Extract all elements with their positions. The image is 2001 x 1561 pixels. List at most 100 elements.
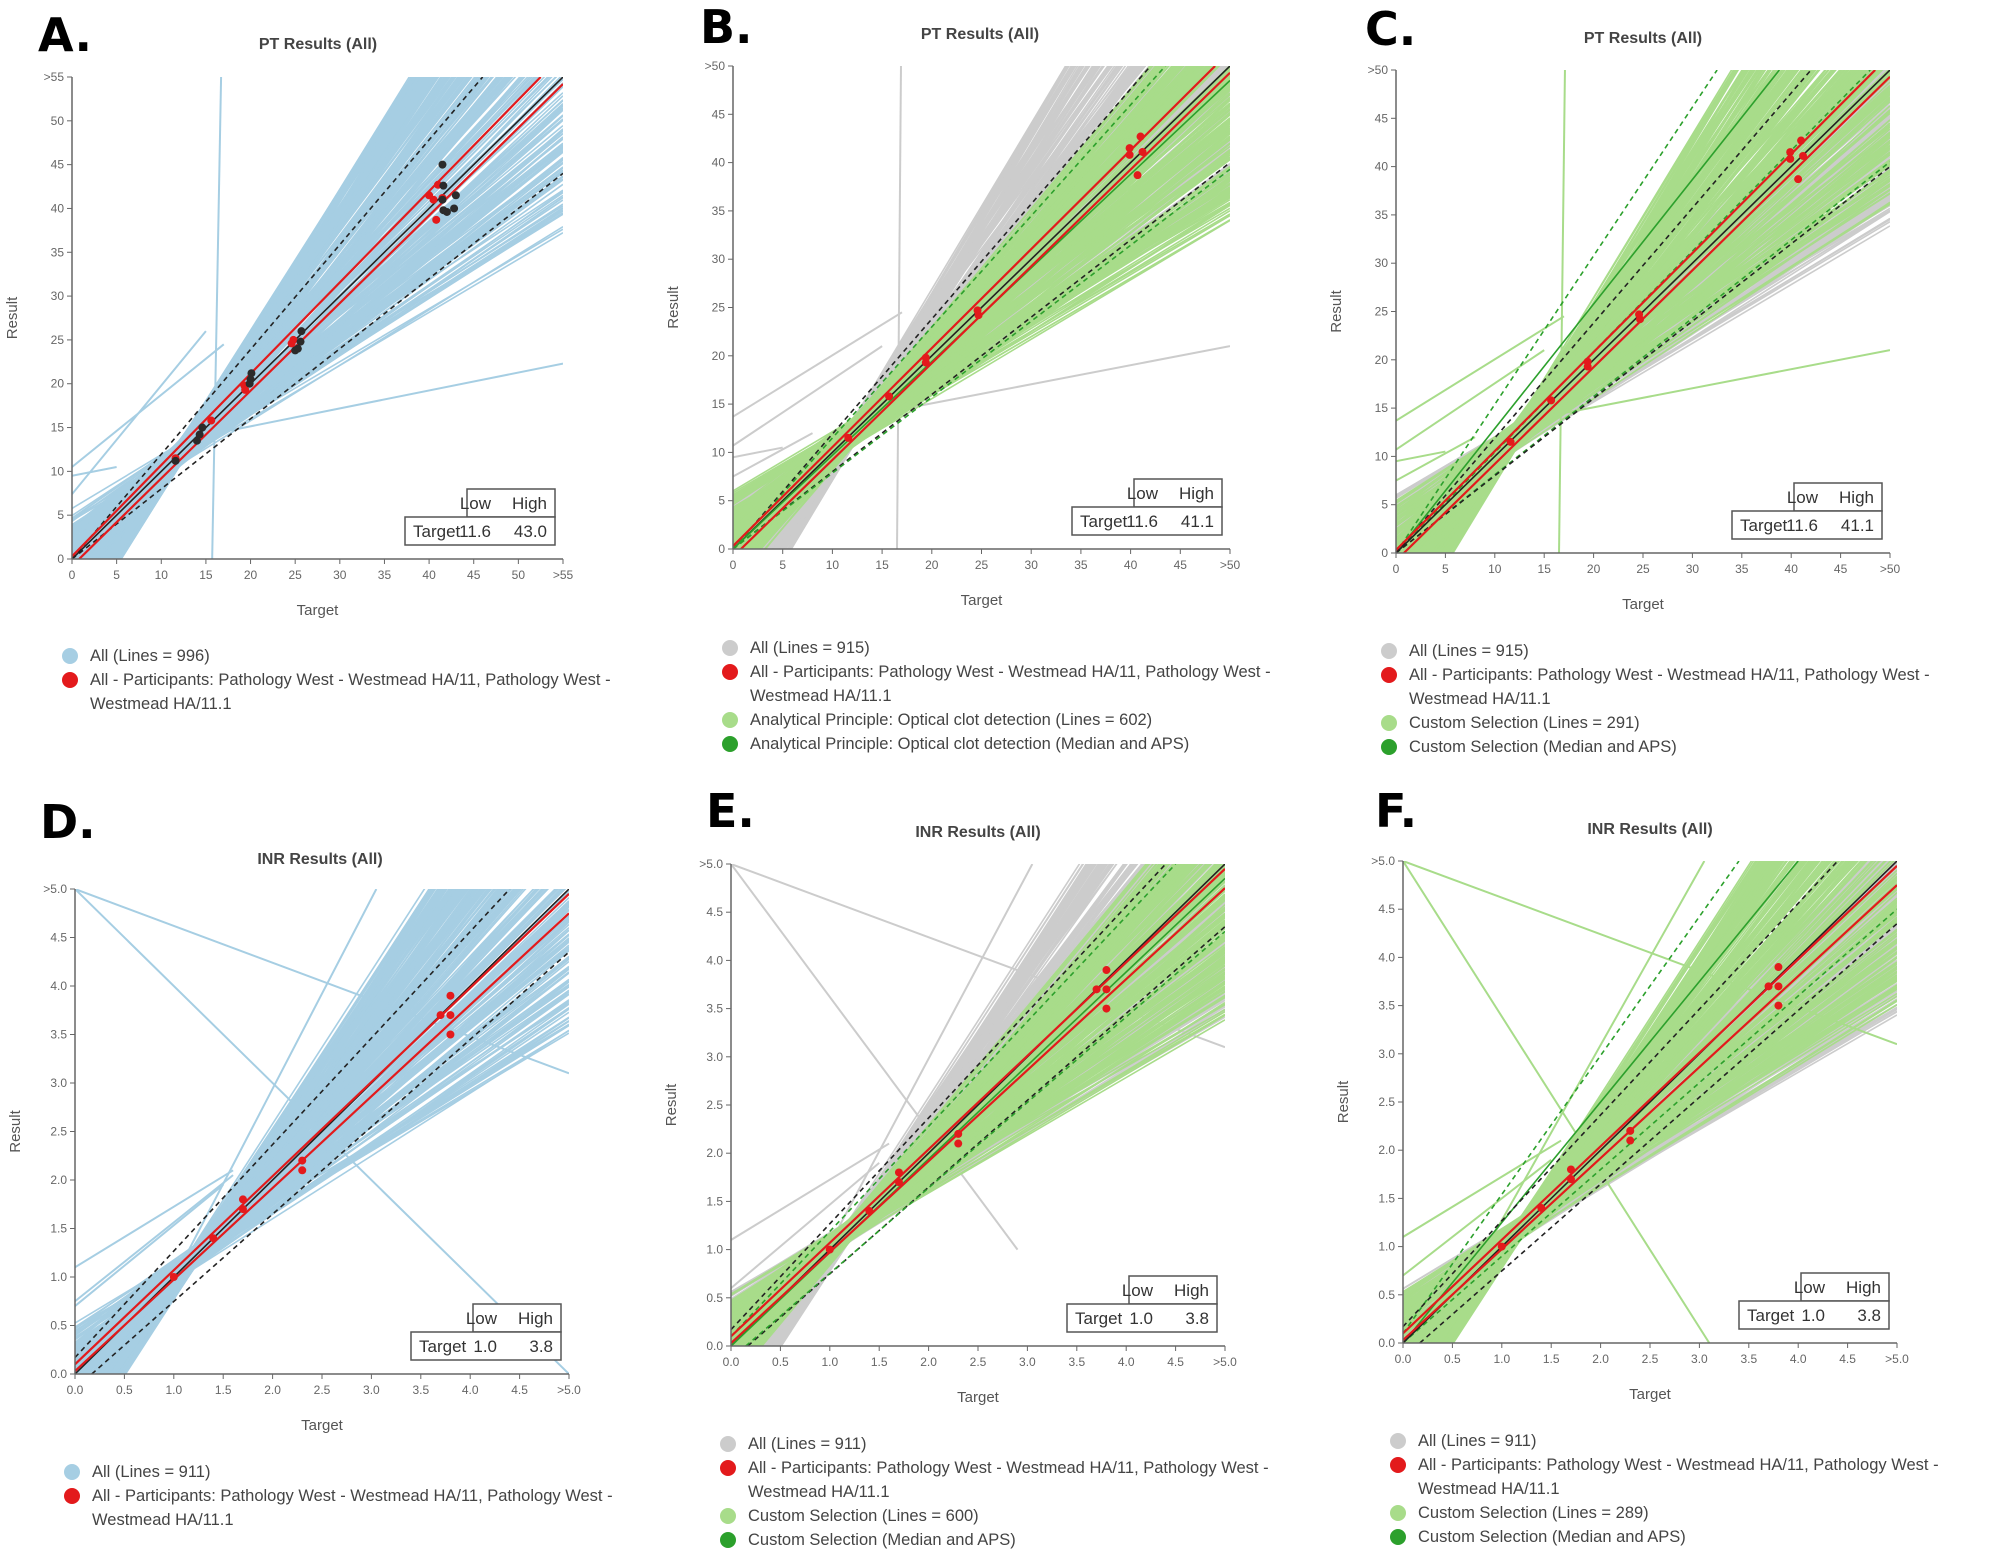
data-point (436, 1011, 445, 1020)
legend-item[interactable]: All (Lines = 996) (62, 644, 665, 668)
chart-title: INR Results (All) (1587, 821, 1712, 838)
participant-fit-line (75, 912, 569, 1372)
outlier-line (731, 1162, 880, 1289)
median-line (1396, 70, 1780, 553)
aps-upper-line (731, 864, 1177, 1337)
data-point (885, 392, 894, 401)
median-line (1396, 70, 1890, 553)
fan-line (1396, 180, 1890, 530)
legend-swatch-icon (1390, 1505, 1406, 1521)
y-tick-label: 3.5 (1378, 999, 1395, 1013)
legend-item[interactable]: All - Participants: Pathology West - Wes… (1381, 663, 1984, 711)
y-tick-label: 1.5 (706, 1194, 723, 1208)
data-point (429, 195, 438, 204)
aps-lower-line (745, 930, 1225, 1346)
fan-line (85, 889, 497, 1374)
target-range-table: Low High Target 1.0 3.8 (410, 1303, 562, 1361)
fan-line (1396, 188, 1890, 507)
y-tick-label: 45 (712, 107, 726, 121)
y-axis-label: Result (663, 1083, 680, 1126)
fan-line (756, 66, 1158, 549)
fan-line (1396, 132, 1890, 516)
target-table-high: 43.0 (514, 522, 547, 541)
outlier-line (72, 343, 225, 468)
x-tick-label: 2.0 (920, 1355, 937, 1369)
x-tick-label: 35 (1735, 562, 1749, 576)
fan-line (790, 66, 1084, 549)
aps-lower-line (1403, 908, 1897, 1343)
target-table-row-label: Target (1740, 516, 1788, 535)
legend-item[interactable]: All (Lines = 915) (722, 636, 1325, 660)
legend-item[interactable]: Analytical Principle: Optical clot detec… (722, 708, 1325, 732)
y-tick-label: >55 (44, 70, 65, 84)
legend-label: Custom Selection (Median and APS) (1409, 738, 1677, 756)
x-tick-label: 0.5 (772, 1355, 789, 1369)
x-tick-label: 30 (1686, 562, 1700, 576)
median-line (1403, 861, 1799, 1343)
outlier-line (72, 466, 117, 477)
legend-item[interactable]: All (Lines = 911) (1390, 1429, 1993, 1453)
legend-item[interactable]: All - Participants: Pathology West - Wes… (720, 1456, 1323, 1504)
x-tick-label: 0.0 (1395, 1352, 1412, 1366)
x-tick-label: 1.5 (215, 1383, 232, 1397)
x-tick-label: 40 (422, 568, 436, 582)
legend-item[interactable]: All - Participants: Pathology West - Wes… (64, 1484, 667, 1532)
fan-line (786, 66, 1090, 549)
legend-item[interactable]: All - Participants: Pathology West - Wes… (62, 668, 665, 716)
legend-item[interactable]: All (Lines = 911) (720, 1432, 1323, 1456)
aps-lower-line (733, 161, 1230, 549)
y-tick-label: 0.5 (706, 1291, 723, 1305)
fan-line (776, 864, 1093, 1346)
legend-label: Custom Selection (Median and APS) (1418, 1528, 1686, 1546)
chart-panel: INR Results (All) 0.0 0.5 1.0 1.5 2.0 2.5 3.0 3.… (1335, 821, 1909, 1403)
y-tick-label: 20 (712, 349, 726, 363)
legend-item[interactable]: Custom Selection (Lines = 291) (1381, 711, 1984, 735)
chart-legend: All (Lines = 915) All - Participants: Pat… (722, 636, 1325, 756)
target-table-header-low: Low (460, 494, 492, 513)
legend-item[interactable]: All (Lines = 911) (64, 1460, 667, 1484)
x-tick-label: 4.5 (1167, 1355, 1184, 1369)
aps-upper-line (75, 889, 511, 1359)
y-tick-label: 25 (51, 333, 65, 347)
fan-line (1403, 965, 1897, 1302)
aps-upper-line (733, 66, 1152, 549)
legend-item[interactable]: Custom Selection (Median and APS) (1381, 735, 1984, 759)
y-tick-label: 25 (712, 301, 726, 315)
data-point (298, 1166, 307, 1175)
fan-line (1439, 861, 1753, 1343)
data-point (894, 1178, 903, 1187)
legend-item[interactable]: All (Lines = 915) (1381, 639, 1984, 663)
x-tick-label: >50 (1220, 558, 1241, 572)
y-tick-label: 30 (712, 252, 726, 266)
legend-item[interactable]: All - Participants: Pathology West - Wes… (1390, 1453, 1993, 1501)
y-tick-label: 45 (51, 158, 65, 172)
outlier-line (731, 864, 1225, 1049)
target-table-header-low: Low (1794, 1278, 1826, 1297)
x-axis-label: Target (961, 592, 1004, 609)
fan-line (733, 174, 1230, 513)
outlier-line (733, 432, 813, 478)
legend-item[interactable]: Custom Selection (Lines = 600) (720, 1504, 1323, 1528)
x-tick-label: 1.5 (1543, 1352, 1560, 1366)
plot-area (1396, 70, 1890, 553)
fan-line (72, 172, 563, 522)
y-tick-label: 50 (51, 114, 65, 128)
legend-label: All (Lines = 996) (90, 647, 210, 665)
legend-swatch-icon (720, 1508, 736, 1524)
data-point (1794, 175, 1803, 184)
legend-item[interactable]: All - Participants: Pathology West - Wes… (722, 660, 1325, 708)
legend-item[interactable]: Custom Selection (Lines = 289) (1390, 1501, 1993, 1525)
legend-label: Custom Selection (Lines = 600) (748, 1507, 979, 1525)
target-table-header-high: High (1179, 484, 1214, 503)
data-point (450, 204, 459, 213)
data-point (1636, 315, 1645, 324)
y-axis-label: Result (4, 296, 21, 339)
data-point (825, 1245, 834, 1254)
legend-item[interactable]: Analytical Principle: Optical clot detec… (722, 732, 1325, 756)
legend-item[interactable]: Custom Selection (Median and APS) (720, 1528, 1323, 1552)
data-point (1583, 362, 1592, 371)
fan-line (731, 873, 1225, 1341)
y-tick-label: 0 (57, 552, 64, 566)
legend-item[interactable]: Custom Selection (Median and APS) (1390, 1525, 1993, 1549)
y-tick-label: 30 (51, 289, 65, 303)
